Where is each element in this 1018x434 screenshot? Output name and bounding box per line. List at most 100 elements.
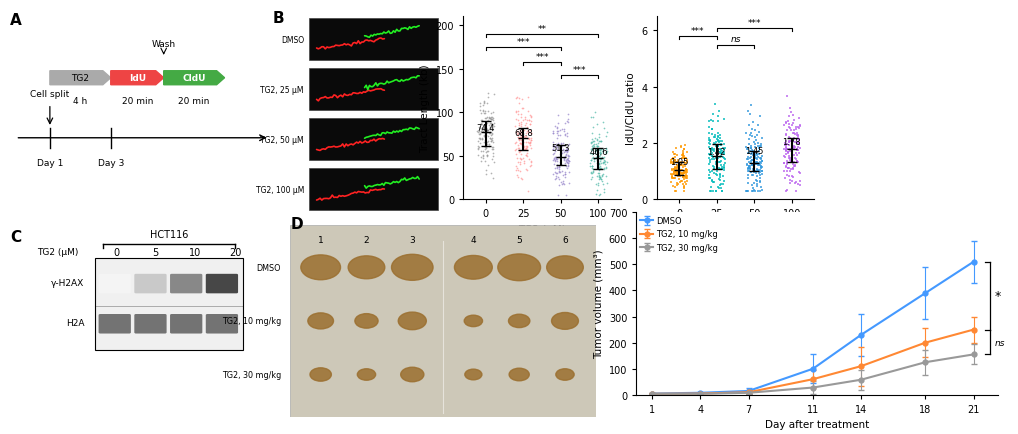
Point	[479, 126, 496, 133]
Point	[713, 138, 729, 145]
Point	[787, 139, 803, 146]
Point	[480, 122, 497, 129]
Circle shape	[508, 315, 529, 328]
Point	[476, 134, 493, 141]
Point	[705, 112, 722, 118]
Point	[741, 163, 757, 170]
Point	[703, 146, 720, 153]
Point	[706, 164, 723, 171]
Point	[666, 168, 682, 175]
Circle shape	[401, 367, 423, 382]
Point	[475, 124, 492, 131]
Point	[747, 135, 764, 141]
Point	[716, 151, 732, 158]
Point	[745, 180, 761, 187]
Point	[709, 158, 725, 165]
Text: ***: ***	[516, 38, 530, 47]
Point	[515, 140, 531, 147]
Point	[747, 155, 764, 162]
Point	[557, 174, 573, 181]
Point	[670, 169, 686, 176]
Point	[673, 145, 689, 151]
Point	[675, 172, 691, 179]
Point	[599, 148, 615, 155]
Point	[484, 131, 500, 138]
Point	[786, 130, 802, 137]
Point	[710, 118, 726, 125]
Point	[511, 138, 527, 145]
Point	[710, 135, 726, 141]
Point	[789, 140, 805, 147]
Point	[591, 154, 608, 161]
Point	[560, 152, 576, 159]
Point	[751, 170, 768, 177]
Point	[515, 158, 531, 165]
Text: 1.05: 1.05	[670, 158, 688, 167]
Point	[471, 131, 488, 138]
Point	[553, 149, 569, 156]
Point	[553, 169, 569, 176]
Text: IdU: IdU	[128, 74, 146, 83]
Text: 5: 5	[516, 235, 522, 244]
Point	[591, 164, 608, 171]
Point	[752, 188, 769, 195]
Point	[709, 160, 725, 167]
Circle shape	[464, 316, 483, 327]
Point	[512, 132, 528, 139]
Point	[745, 152, 761, 159]
Point	[473, 110, 490, 117]
Point	[752, 141, 769, 148]
Point	[519, 153, 535, 160]
Point	[510, 159, 526, 166]
Point	[753, 165, 770, 172]
Point	[589, 140, 606, 147]
Text: 46.6: 46.6	[589, 148, 608, 157]
Point	[476, 99, 493, 106]
Point	[474, 155, 491, 162]
Point	[478, 152, 495, 159]
Point	[592, 160, 609, 167]
Point	[475, 153, 492, 160]
Point	[583, 170, 600, 177]
Point	[513, 135, 529, 141]
Point	[523, 158, 540, 165]
Point	[590, 131, 607, 138]
Point	[711, 108, 727, 115]
Point	[715, 167, 731, 174]
Point	[511, 120, 527, 127]
Point	[550, 132, 566, 139]
Point	[785, 164, 801, 171]
Point	[585, 166, 602, 173]
Point	[745, 166, 761, 173]
Point	[560, 157, 576, 164]
Point	[664, 156, 680, 163]
Point	[586, 143, 603, 150]
Point	[670, 181, 686, 187]
Point	[477, 110, 494, 117]
Point	[713, 142, 729, 149]
Point	[509, 156, 525, 163]
Point	[510, 167, 526, 174]
Point	[591, 173, 608, 180]
Point	[591, 155, 608, 162]
Point	[471, 131, 488, 138]
Point	[781, 138, 797, 145]
Point	[784, 173, 800, 180]
Point	[750, 161, 767, 168]
Point	[752, 178, 769, 184]
Point	[520, 129, 536, 136]
Point	[668, 145, 684, 152]
Point	[585, 168, 602, 175]
Text: *: *	[995, 289, 1001, 302]
Point	[517, 147, 533, 154]
FancyBboxPatch shape	[99, 274, 131, 294]
Circle shape	[509, 368, 529, 381]
Point	[473, 120, 490, 127]
Point	[789, 158, 805, 164]
Point	[715, 181, 731, 188]
Point	[750, 160, 767, 167]
Point	[484, 116, 500, 123]
Point	[665, 161, 681, 168]
Point	[518, 118, 534, 125]
Text: TG2, 30 mg/kg: TG2, 30 mg/kg	[222, 370, 281, 379]
